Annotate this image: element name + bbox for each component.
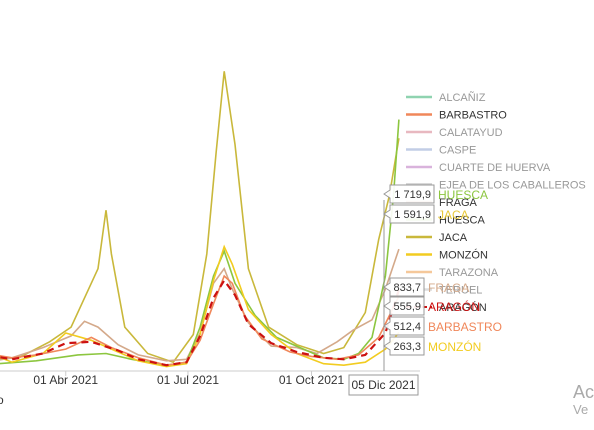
legend-label: FRAGA [439,197,478,209]
watermark-line2: Ve [572,401,589,417]
tooltip-entry: 263,3 MONZÓN [383,336,481,356]
tooltip-box [383,336,425,356]
legend-label: JACA [439,232,468,244]
legend-label: TARAZONA [439,267,499,279]
series-line-huesca [0,119,400,367]
legend-item[interactable]: MONZÓN [406,249,488,262]
legend-label: ALCAÑIZ [439,91,486,104]
x-tick-label: 01 Jul 2021 [157,373,219,387]
x-ticks: 01 Abr 2021 01 Jul 2021 01 Oct 2021 [33,371,345,387]
legend-item[interactable]: BARBASTRO [406,110,507,122]
series-line-aragón [0,278,400,367]
legend-item[interactable]: ALCAÑIZ [406,91,486,104]
legend-label: BARBASTRO [439,110,507,122]
series-line-jaca [0,71,400,364]
legend-label: EJEA DE LOS CABALLEROS [439,180,586,192]
legend-label: CUARTE DE HUERVA [439,162,551,174]
date-tooltip-label: 05 Dic 2021 [351,378,415,392]
tooltip-value: 1 591,9 [394,209,431,221]
legend-item[interactable]: TARAZONA [406,267,499,279]
tooltip-value: 512,4 [393,321,421,333]
tooltip-box [383,184,435,204]
partial-axis-text: o [0,393,4,407]
tooltip-value: 833,7 [393,282,421,294]
legend-label: CALATAYUD [439,127,503,139]
watermark: Ac Ve [572,382,594,417]
tooltip-box [383,277,425,297]
tooltip-series-name: MONZÓN [428,339,481,354]
tooltip-series-name: ARAGÓN [428,299,480,314]
tooltip-box [383,204,435,224]
watermark-line1: Ac [572,382,594,402]
tooltip-entry: 555,9 ARAGÓN [383,296,480,316]
legend-item[interactable]: CUARTE DE HUERVA [406,162,551,174]
tooltip-callouts: 1 719,9 HUESCA 1 591,9 JACA 833,7 FRAGA 555,9 A… [383,184,502,356]
tooltip-series-name: BARBASTRO [428,320,502,334]
tooltip-series-name: FRAGA [428,281,469,295]
series-line-barbastro [0,274,400,367]
legend-label: ARAGÓN [439,301,487,314]
tooltip-value: 263,3 [393,341,421,353]
tooltip-box [383,296,425,316]
tooltip-series-name: JACA [438,208,469,222]
legend-label: CASPE [439,145,476,157]
x-tick-label: 01 Oct 2021 [279,373,345,387]
legend-item[interactable]: CALATAYUD [406,127,503,139]
tooltip-entry: 512,4 BARBASTRO [383,316,502,336]
legend-item[interactable]: CASPE [406,145,476,157]
x-tick-label: 01 Abr 2021 [33,373,98,387]
date-tooltip: 05 Dic 2021 [348,374,419,396]
tooltip-entry: 1 591,9 JACA [383,204,469,224]
tooltip-series-name: HUESCA [438,188,488,202]
tooltip-value: 1 719,9 [394,189,431,201]
tooltip-box [383,316,425,336]
legend-label: TERUEL [439,285,482,297]
tooltip-entry: 1 719,9 HUESCA [383,184,488,204]
tooltip-entry: 833,7 FRAGA [383,277,469,297]
legend-label: HUESCA [439,215,486,227]
tooltip-value: 555,9 [393,301,421,313]
legend-item[interactable]: JACA [406,232,468,244]
plot-lines [0,71,400,368]
legend-label: MONZÓN [439,249,488,262]
series-line-monzón [0,244,400,368]
